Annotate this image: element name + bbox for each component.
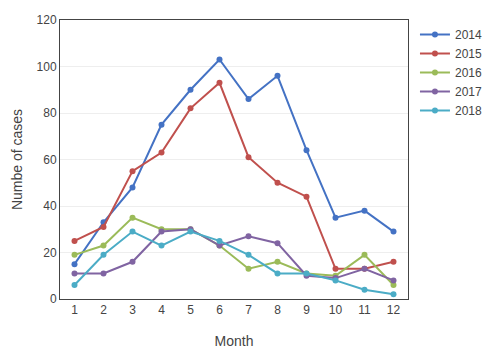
svg-text:2015: 2015 (455, 47, 482, 61)
svg-text:2016: 2016 (455, 66, 482, 80)
svg-text:8: 8 (274, 303, 281, 317)
svg-text:7: 7 (245, 303, 252, 317)
svg-text:60: 60 (43, 153, 57, 167)
svg-text:40: 40 (43, 199, 57, 213)
svg-text:Month: Month (215, 333, 254, 349)
svg-text:6: 6 (216, 303, 223, 317)
svg-text:9: 9 (303, 303, 310, 317)
svg-text:100: 100 (37, 60, 57, 74)
svg-text:2014: 2014 (455, 28, 482, 42)
svg-text:2018: 2018 (455, 104, 482, 118)
svg-text:Numbe of cases: Numbe of cases (9, 109, 25, 210)
svg-text:2017: 2017 (455, 85, 482, 99)
svg-text:1: 1 (71, 303, 78, 317)
svg-text:80: 80 (43, 106, 57, 120)
svg-text:12: 12 (387, 303, 401, 317)
svg-text:120: 120 (37, 13, 57, 27)
svg-text:4: 4 (158, 303, 165, 317)
svg-text:0: 0 (50, 292, 57, 306)
svg-text:20: 20 (43, 246, 57, 260)
svg-text:10: 10 (329, 303, 343, 317)
svg-text:11: 11 (358, 303, 371, 317)
svg-text:3: 3 (129, 303, 136, 317)
svg-text:2: 2 (100, 303, 107, 317)
svg-text:5: 5 (187, 303, 194, 317)
